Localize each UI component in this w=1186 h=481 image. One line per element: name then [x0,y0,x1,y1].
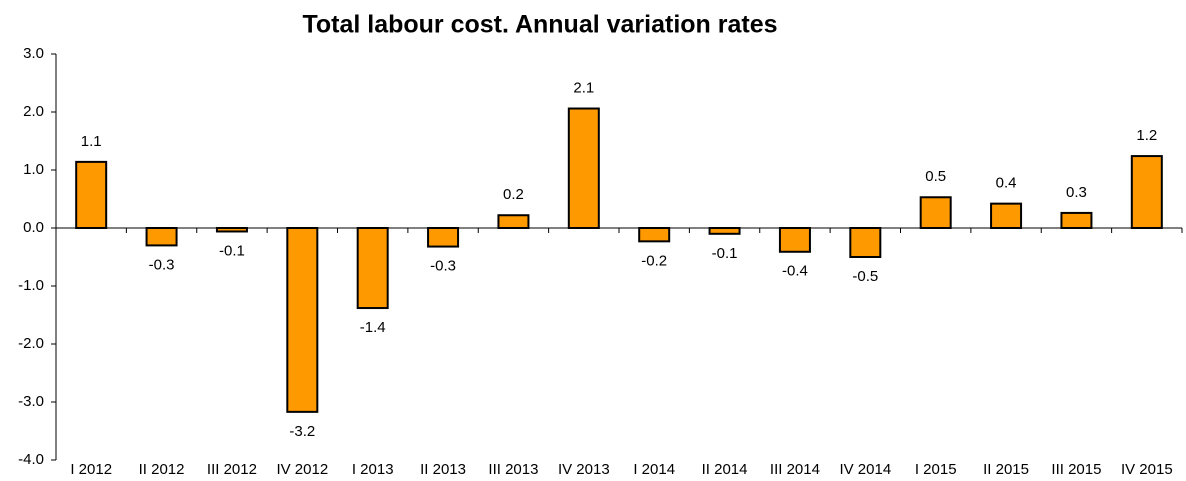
x-tick-label: I 2013 [352,461,394,478]
bar [990,202,1023,229]
data-label: -0.3 [149,256,175,273]
x-tick-label: II 2014 [702,461,748,478]
x-tick-label: II 2012 [139,461,185,478]
chart-title: Total labour cost. Annual variation rate… [302,11,777,39]
x-tick-label: I 2012 [70,461,112,478]
data-label: 1.2 [1136,127,1157,144]
data-label: 1.1 [81,133,102,150]
data-label: 0.5 [925,168,946,185]
x-tick-label: IV 2012 [276,461,328,478]
data-label: -0.2 [641,252,667,269]
data-label: 0.2 [503,186,524,203]
y-tick-label: -1.0 [18,277,44,294]
x-tick-label: II 2015 [983,461,1029,478]
bar [497,214,530,230]
data-label: -0.4 [782,263,808,280]
y-tick-label: -2.0 [18,335,44,352]
bar [778,227,811,253]
data-label: -0.1 [712,245,738,262]
data-label: -3.2 [289,423,315,440]
y-tick-label: 0.0 [23,219,44,236]
y-tick-label: -4.0 [18,451,44,468]
bar [1130,155,1163,229]
data-label: 0.4 [996,175,1017,192]
x-tick-label: III 2014 [770,461,820,478]
x-tick-label: I 2015 [915,461,957,478]
data-label: 0.3 [1066,184,1087,201]
bar [1060,211,1093,229]
x-tick-label: IV 2013 [558,461,610,478]
x-tick-label: IV 2015 [1121,461,1173,478]
x-tick-label: I 2014 [633,461,675,478]
x-tick-label: IV 2014 [839,461,891,478]
bar [638,227,671,243]
bar [567,107,600,229]
bar [356,227,389,310]
x-tick-label: III 2013 [488,461,538,478]
data-label: -0.3 [430,258,456,275]
data-label: -0.5 [852,268,878,285]
x-tick-label: III 2012 [207,461,257,478]
x-tick-label: II 2013 [420,461,466,478]
data-label: 2.1 [573,79,594,96]
bar [145,227,178,247]
bar [427,227,460,248]
bar [75,160,108,230]
y-tick-label: 2.0 [23,103,44,120]
bar [215,227,248,233]
bar [849,227,882,258]
x-tick-label: III 2015 [1051,461,1101,478]
bar [708,227,741,235]
y-tick-label: 1.0 [23,161,44,178]
data-label: -0.1 [219,242,245,259]
y-tick-label: -3.0 [18,393,44,410]
bar [286,227,319,413]
y-tick-label: 3.0 [23,45,44,62]
bar [919,196,952,229]
data-label: -1.4 [360,319,386,336]
